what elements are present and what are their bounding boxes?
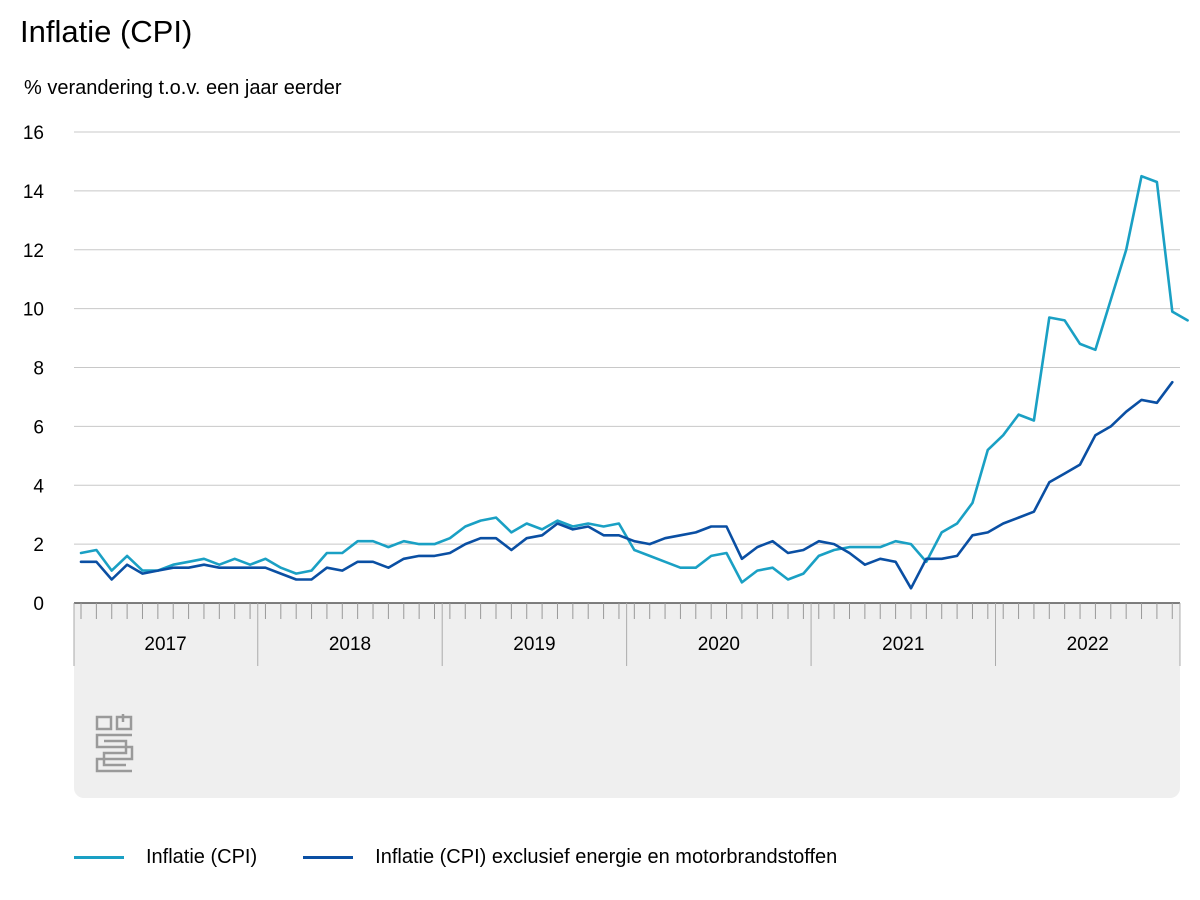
chart-subtitle: % verandering t.o.v. een jaar eerder bbox=[24, 77, 342, 99]
legend-label-cpi: Inflatie (CPI) bbox=[146, 846, 258, 868]
y-tick-label: 16 bbox=[23, 123, 44, 144]
x-year-label: 2017 bbox=[144, 634, 186, 655]
x-year-label: 2021 bbox=[882, 634, 924, 655]
legend-swatch-cpi-excl bbox=[303, 856, 354, 859]
x-year-label: 2019 bbox=[513, 634, 555, 655]
legend: Inflatie (CPI) Inflatie (CPI) exclusief … bbox=[74, 846, 883, 869]
y-tick-label: 0 bbox=[33, 594, 44, 615]
x-year-label: 2020 bbox=[698, 634, 740, 655]
series-lines bbox=[79, 174, 1189, 590]
y-tick-label: 8 bbox=[33, 359, 44, 380]
cbs-logo-icon bbox=[95, 714, 134, 773]
legend-item-cpi-excl[interactable]: Inflatie (CPI) exclusief energie en moto… bbox=[303, 846, 837, 869]
y-tick-label: 2 bbox=[33, 535, 44, 556]
y-tick-label: 6 bbox=[33, 417, 44, 438]
x-year-label: 2022 bbox=[1067, 634, 1109, 655]
y-tick-label: 12 bbox=[23, 241, 44, 262]
chart-title: Inflatie (CPI) bbox=[20, 14, 193, 49]
logo-panel bbox=[74, 668, 1180, 798]
y-tick-label: 14 bbox=[23, 182, 45, 203]
x-axis: 2017 2018 2019 2020 2021 2022 bbox=[73, 602, 1181, 666]
y-axis: 0 2 4 6 8 10 12 14 16 bbox=[23, 123, 45, 615]
gridlines bbox=[74, 131, 1180, 545]
legend-item-cpi[interactable]: Inflatie (CPI) bbox=[74, 846, 257, 869]
y-tick-label: 10 bbox=[23, 300, 44, 321]
legend-label-cpi-excl: Inflatie (CPI) exclusief energie en moto… bbox=[375, 846, 838, 868]
series-line-cpi bbox=[79, 174, 1189, 584]
x-year-label: 2018 bbox=[329, 634, 371, 655]
legend-swatch-cpi bbox=[74, 856, 124, 859]
y-tick-label: 4 bbox=[33, 476, 44, 497]
series-line-cpi-excl bbox=[79, 380, 1174, 590]
